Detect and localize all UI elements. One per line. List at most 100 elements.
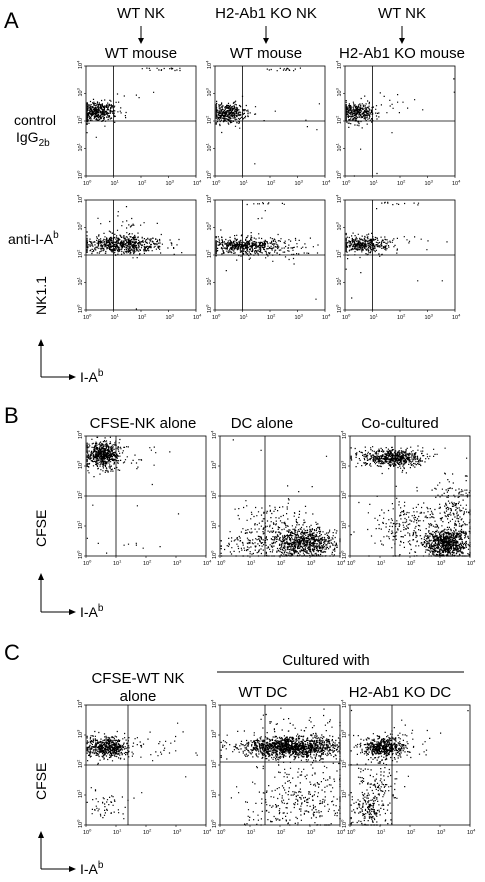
x-tick-label: 104 [452,179,461,188]
event-dots [86,67,181,138]
x-tick-label: 101 [247,828,256,837]
y-tick-label: 100 [335,304,344,313]
y-tick-label: 100 [210,550,219,559]
x-tick-label: 104 [467,828,476,837]
x-tick-label: 104 [322,179,331,188]
y-tick-label: 102 [76,759,85,768]
x-tick-label: 101 [111,179,120,188]
y-tick-label: 101 [205,142,214,151]
x-tick-label: 100 [83,179,92,188]
panel-a-col3-top: WT NK [378,5,426,22]
event-dots [345,78,455,177]
x-tick-label: 104 [203,559,212,568]
y-tick-label: 104 [76,430,85,439]
y-tick-label: 103 [205,221,214,230]
plot-frame [219,704,341,826]
axis-arrows-icon [38,831,76,872]
y-tick-label: 100 [205,304,214,313]
x-tick-label: 101 [111,313,120,322]
y-tick-label: 101 [76,276,85,285]
x-tick-label: 102 [143,828,152,837]
x-tick-label: 101 [370,313,379,322]
panel-a-y-axis-label: NK1.1 [33,276,49,315]
y-tick-label: 103 [335,87,344,96]
x-tick-label: 103 [437,828,446,837]
y-tick-label: 101 [335,276,344,285]
y-tick-label: 104 [210,699,219,708]
event-dots [86,206,183,310]
x-tick-label: 100 [212,313,221,322]
x-tick-label: 100 [212,179,221,188]
y-tick-label: 102 [76,490,85,499]
x-tick-label: 100 [217,559,226,568]
y-tick-label: 104 [340,699,349,708]
x-tick-label: 102 [267,179,276,188]
row1-igg: IgG [16,129,39,145]
y-tick-label: 102 [335,115,344,124]
event-dots [215,67,320,165]
x-tick-label: 104 [337,828,346,837]
y-tick-label: 100 [76,550,85,559]
panel-a-col3-bottom: H2-Ab1 KO mouse [339,45,465,62]
panel-c-x-axis-label: I-Ab [80,860,104,877]
x-tick-label: 100 [83,828,92,837]
x-tick-label: 101 [247,559,256,568]
y-tick-label: 101 [335,142,344,151]
x-tick-label: 101 [240,179,249,188]
y-tick-label: 104 [205,194,214,203]
x-tick-label: 103 [425,313,434,322]
panel-a-col2-top: H2-Ab1 KO NK [215,5,317,22]
panel-c-y-axis-label: CFSE [33,763,49,800]
x-tick-label: 103 [295,179,304,188]
x-tick-label: 100 [217,828,226,837]
panel-b-x-axis-sup: b [98,603,104,614]
x-tick-label: 101 [370,179,379,188]
y-tick-label: 103 [76,729,85,738]
panel-b-col3-title: Co-cultured [361,415,439,432]
y-tick-label: 104 [335,60,344,69]
x-tick-label: 103 [166,179,175,188]
x-tick-label: 104 [203,828,212,837]
panel-b-x-axis-label: I-Ab [80,603,104,620]
y-tick-label: 104 [76,699,85,708]
panel-a-col1-bottom: WT mouse [105,45,177,62]
x-tick-label: 102 [277,559,286,568]
y-tick-label: 101 [76,789,85,798]
y-tick-label: 102 [340,490,349,499]
y-tick-label: 104 [335,194,344,203]
panel-a-col1-top: WT NK [117,5,165,22]
x-tick-label: 103 [437,559,446,568]
x-tick-label: 101 [240,313,249,322]
flow-plots: 1001001011011021021031031041041001001011… [76,60,477,836]
y-tick-label: 100 [205,170,214,179]
y-tick-label: 100 [76,304,85,313]
panel-a-x-axis-text: I-A [80,369,99,385]
y-tick-label: 103 [210,729,219,738]
event-dots [220,439,341,557]
x-tick-label: 104 [452,313,461,322]
panel-c-col2-title: WT DC [239,684,288,701]
x-tick-label: 103 [307,559,316,568]
y-tick-label: 103 [210,460,219,469]
event-dots [86,722,198,820]
x-tick-label: 103 [295,313,304,322]
y-tick-label: 100 [76,170,85,179]
down-arrow-icon [263,26,269,44]
x-tick-label: 103 [307,828,316,837]
y-tick-label: 100 [210,819,219,828]
y-tick-label: 102 [76,249,85,258]
down-arrow-icon [399,26,405,44]
y-tick-label: 100 [340,550,349,559]
panel-c-col3-title: H2-Ab1 KO DC [349,684,452,701]
x-tick-label: 103 [173,559,182,568]
panel-c-col1-line2: alone [120,688,157,705]
event-dots [345,201,448,299]
y-tick-label: 102 [335,249,344,258]
axis-arrows-icon [38,339,76,380]
event-dots [350,709,469,826]
